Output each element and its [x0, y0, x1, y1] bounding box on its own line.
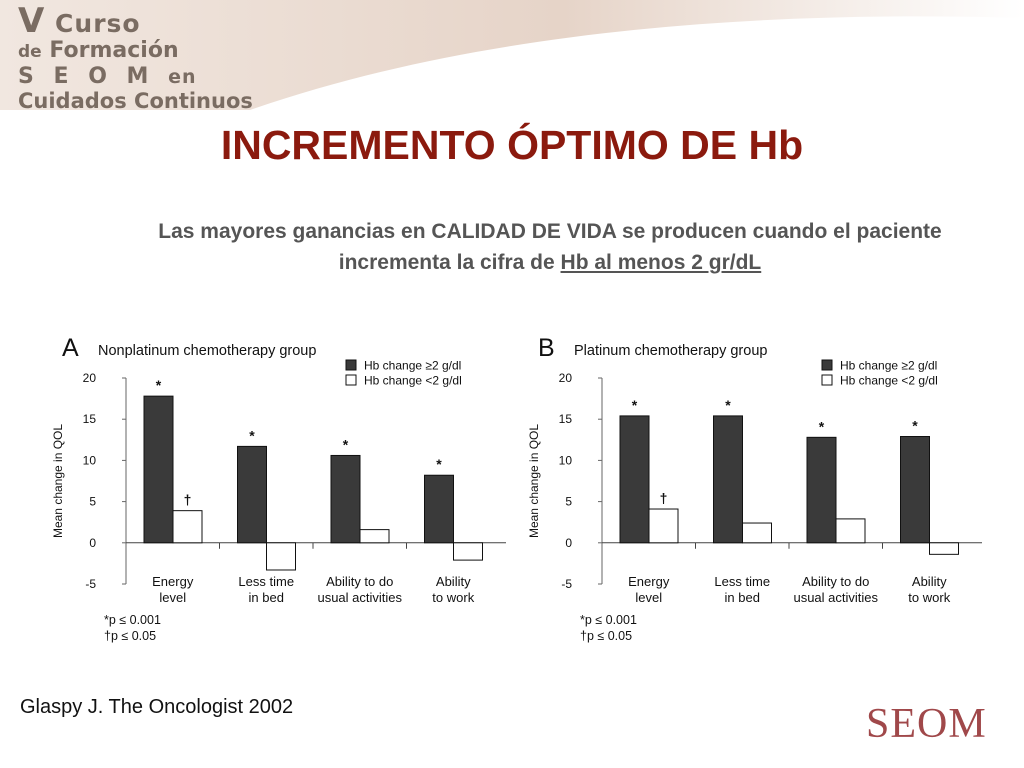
x-tick-label: Energy [152, 574, 194, 589]
bar-hb-low [648, 508, 679, 544]
significance-mark: † [184, 492, 192, 508]
logo-line2: Formación [49, 38, 179, 63]
y-tick-label: 10 [559, 453, 573, 467]
significance-mark: * [156, 377, 162, 393]
x-tick-label: Ability [436, 574, 471, 589]
legend-swatch [345, 374, 357, 386]
x-tick-label: Less time [714, 574, 770, 589]
significance-mark: * [912, 418, 918, 434]
x-tick-label: Less time [238, 574, 294, 589]
legend-swatch [345, 359, 357, 371]
x-tick-label: usual activities [317, 590, 402, 605]
x-tick-label: usual activities [793, 590, 878, 605]
x-tick-label: level [635, 590, 662, 605]
y-tick-label: 5 [89, 495, 96, 509]
significance-mark: * [819, 418, 825, 434]
x-tick-label: level [159, 590, 186, 605]
footnote: †p ≤ 0.05 [104, 629, 156, 643]
x-tick-label: in bed [725, 590, 760, 605]
bar-hb-low [929, 542, 959, 555]
legend-swatch [821, 374, 833, 386]
bar-hb-high [424, 474, 454, 544]
chart-panel-b: B Platinum chemotherapy group Hb change ≥2… [527, 334, 982, 643]
bar-hb-high [900, 436, 930, 544]
footnote: †p ≤ 0.05 [580, 629, 632, 643]
chart-title: Nonplatinum chemotherapy group [98, 343, 316, 359]
bar-hb-low [266, 542, 296, 571]
citation: Glaspy J. The Oncologist 2002 [20, 696, 294, 718]
legend-label: Hb change <2 g/dl [364, 374, 462, 388]
bar-hb-high [237, 445, 267, 544]
logo-line1: Curso [55, 9, 141, 38]
x-tick-label: to work [432, 590, 474, 605]
bar-hb-high [713, 415, 743, 544]
header-swoosh [0, 0, 1024, 110]
x-tick-label: Ability to do [802, 574, 869, 589]
logo-initial: V [18, 1, 46, 41]
y-tick-label: 20 [83, 371, 97, 385]
legend-label: Hb change ≥2 g/dl [840, 359, 937, 373]
y-tick-label: 20 [559, 371, 573, 385]
footnote: *p ≤ 0.001 [104, 613, 161, 627]
x-tick-label: in bed [249, 590, 284, 605]
bar-hb-low [835, 518, 866, 544]
bar-hb-high [143, 395, 174, 544]
y-tick-label: -5 [85, 577, 96, 591]
bar-hb-low [172, 510, 203, 544]
slide-title: INCREMENTO ÓPTIMO DE Hb [220, 122, 804, 168]
y-tick-label: 0 [565, 536, 572, 550]
panel-label: A [62, 334, 79, 362]
x-tick-label: Energy [628, 574, 670, 589]
header-band [0, 0, 1024, 110]
course-logo: V Curso de Formación S E O M en Cuidados… [18, 4, 253, 112]
bar-hb-low [453, 542, 483, 561]
panel-label: B [538, 334, 555, 362]
significance-mark: † [660, 490, 668, 506]
significance-mark: * [343, 436, 349, 452]
significance-mark: * [249, 427, 255, 443]
legend-label: Hb change <2 g/dl [840, 374, 938, 388]
significance-mark: * [632, 397, 638, 413]
logo-line4: Cuidados Continuos [18, 89, 253, 113]
y-axis-label: Mean change in QOL [51, 424, 65, 538]
x-tick-label: Ability [912, 574, 947, 589]
bar-hb-low [742, 522, 772, 544]
legend-label: Hb change ≥2 g/dl [364, 359, 461, 373]
chart-panel-a: A Nonplatinum chemotherapy group Hb change… [51, 334, 506, 643]
logo-line3-suffix: en [168, 66, 197, 88]
chart-title: Platinum chemotherapy group [574, 343, 767, 359]
significance-mark: * [436, 456, 442, 472]
subtitle-text: Las mayores ganancias en CALIDAD DE VIDA… [158, 220, 942, 274]
y-tick-label: 0 [89, 536, 96, 550]
bar-hb-high [806, 436, 837, 544]
significance-mark: * [725, 397, 731, 413]
y-axis-label: Mean change in QOL [527, 424, 541, 538]
bar-hb-low [359, 529, 390, 544]
logo-prefix: de [18, 42, 42, 62]
bar-hb-high [330, 454, 361, 544]
seom-logo: SEOM [866, 701, 987, 747]
y-tick-label: 5 [565, 495, 572, 509]
x-tick-label: to work [908, 590, 950, 605]
y-tick-label: 10 [83, 453, 97, 467]
y-tick-label: 15 [83, 412, 97, 426]
legend-swatch [821, 359, 833, 371]
y-tick-label: -5 [561, 577, 572, 591]
bar-hb-high [619, 415, 650, 544]
x-tick-label: Ability to do [326, 574, 393, 589]
footnote: *p ≤ 0.001 [580, 613, 637, 627]
subtitle-underlined: Hb al menos 2 gr/dL [560, 251, 762, 274]
slide-subtitle: Las mayores ganancias en CALIDAD DE VIDA… [110, 216, 990, 278]
y-tick-label: 15 [559, 412, 573, 426]
logo-line3: S E O M [18, 64, 155, 89]
